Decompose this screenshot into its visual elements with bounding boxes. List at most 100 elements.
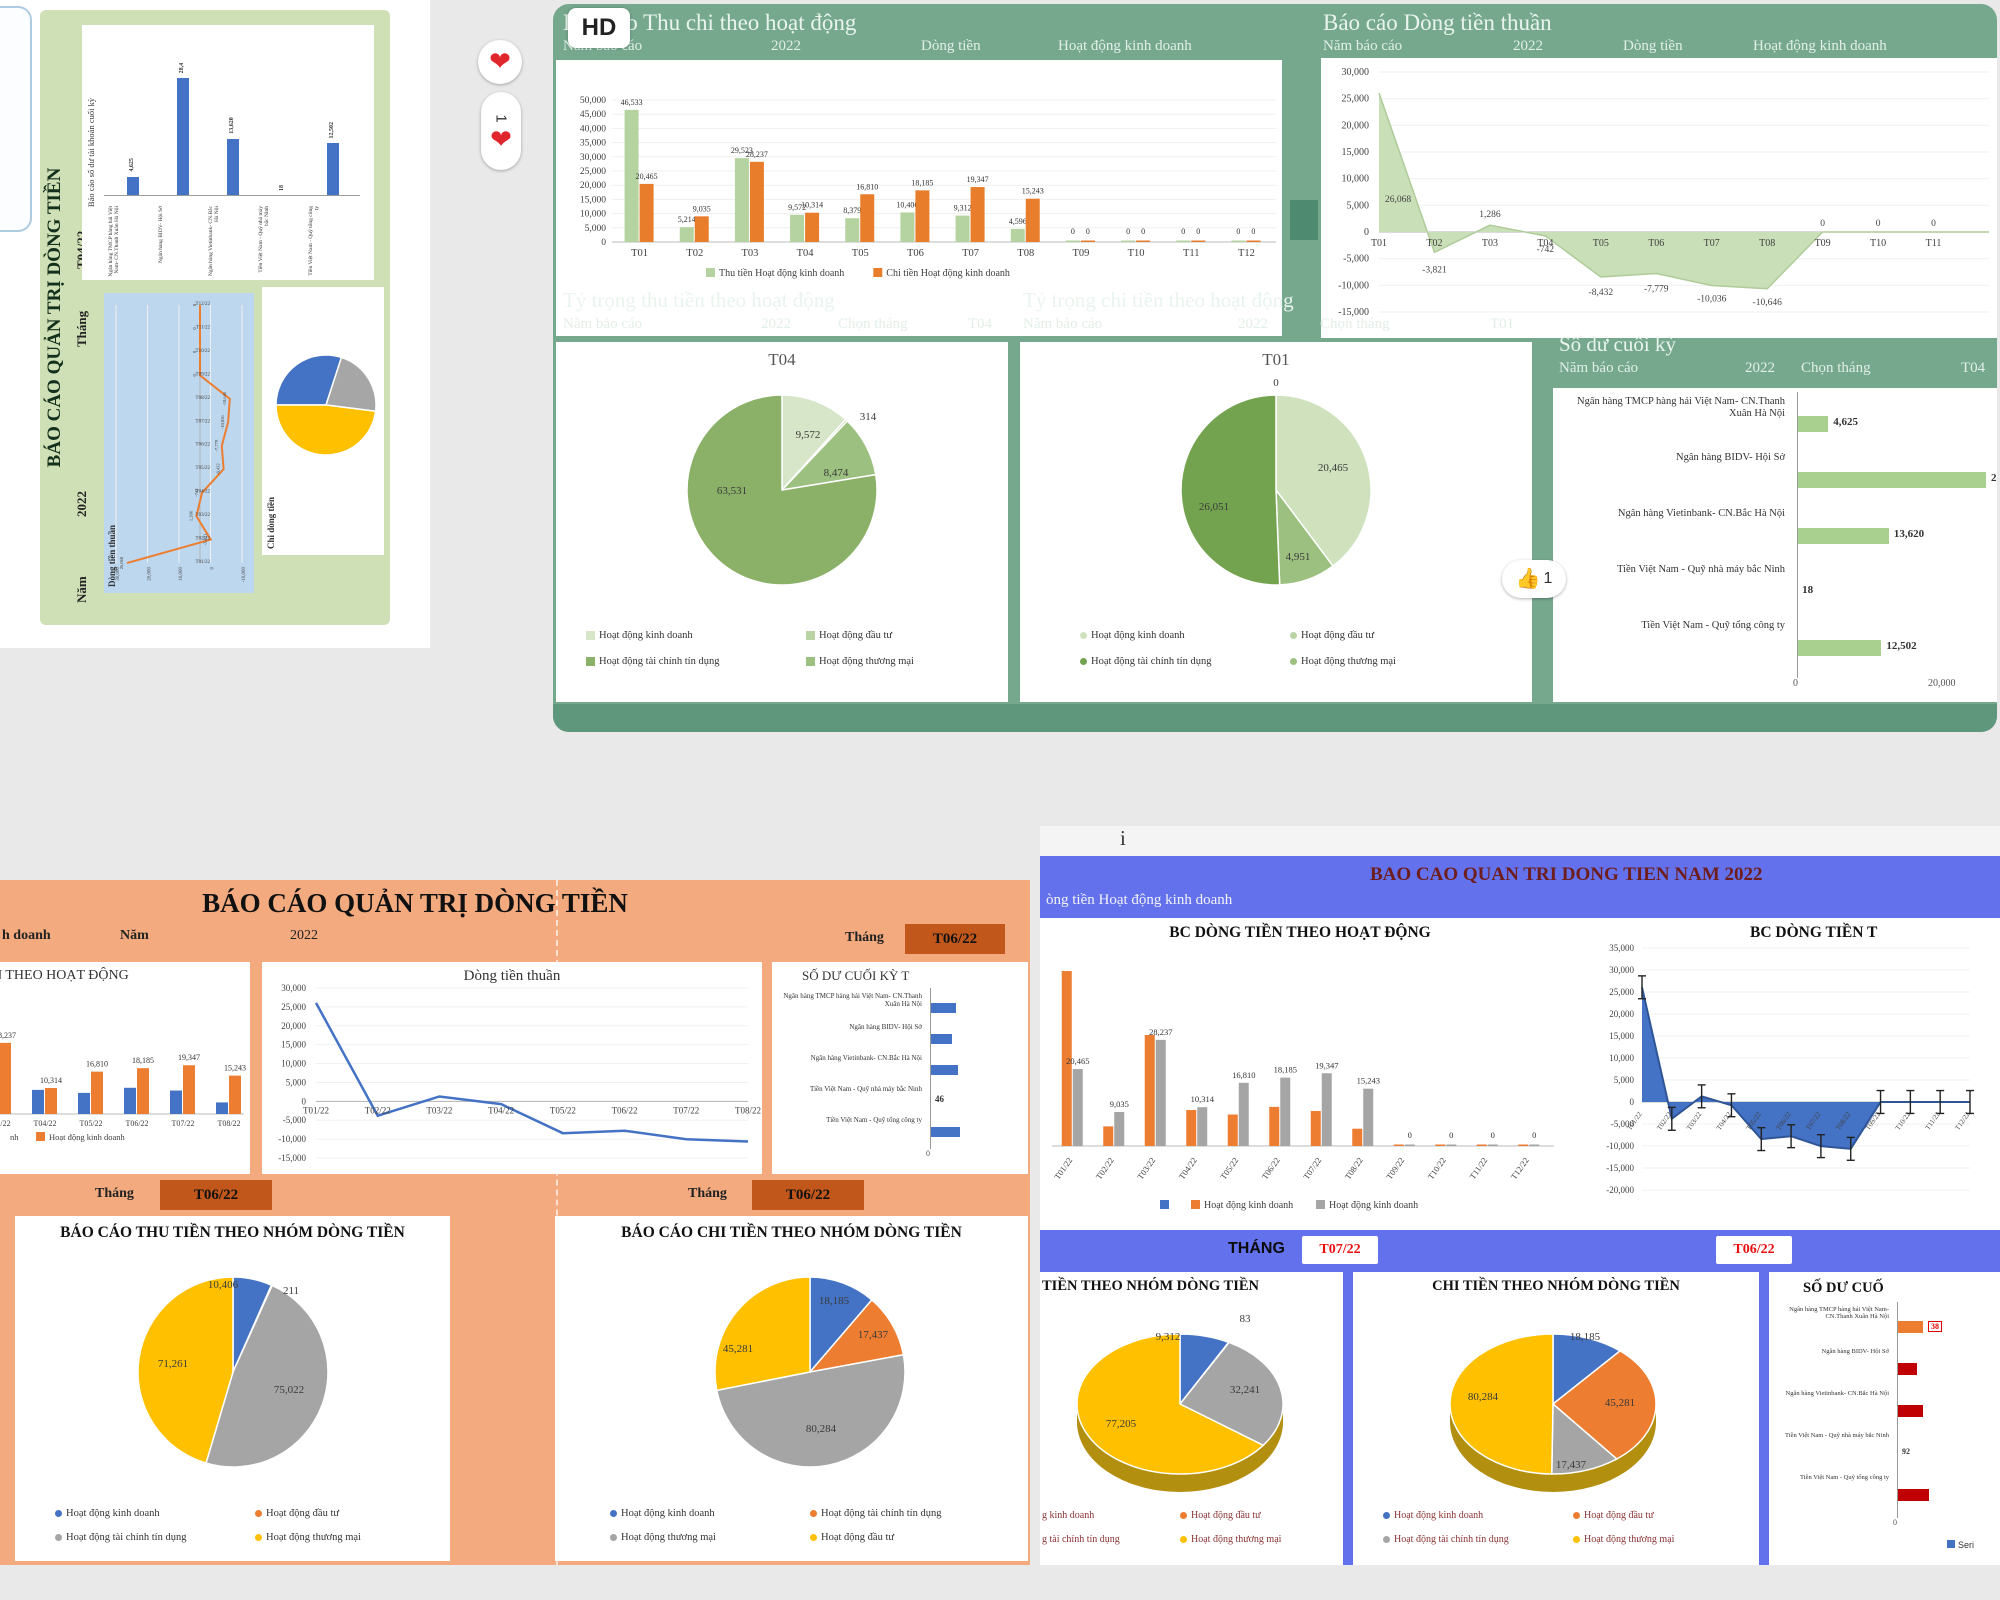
section-thu-filter-nam: Năm báo cáo [563, 316, 643, 332]
chart-label: 0 [211, 567, 216, 570]
heart-reaction-chip[interactable]: ❤ [478, 40, 522, 84]
chart-label: T07/22 [1301, 1155, 1323, 1181]
pie-slice [1180, 394, 1281, 586]
orange-chip-left[interactable]: T06/22 [160, 1180, 272, 1210]
chart-label: 32,241 [1230, 1384, 1260, 1396]
chart-label: 35,000 [1609, 943, 1634, 953]
green-left-filter-dongtien: Dòng tiền [921, 38, 981, 54]
bar [1227, 1114, 1238, 1146]
scrollbar-thumb[interactable] [1290, 200, 1318, 240]
bar-zero [1529, 1144, 1540, 1146]
chart-label: 10,000 [1342, 174, 1370, 185]
pie-slice [1178, 1341, 1284, 1447]
chart-label: T09/22 [196, 372, 211, 377]
orange-line-title: Dòng tiền thuần [463, 968, 561, 984]
chart-label: 0 [1630, 1097, 1635, 1107]
axis-tick: 0 [1893, 1518, 1897, 1527]
heart-reaction-chip-2[interactable]: 1 ❤ [481, 92, 521, 170]
legend-item: Hoạt động kinh doanh [1080, 630, 1185, 641]
hbar [327, 143, 339, 196]
chart-label: T11 [1926, 238, 1942, 249]
chart-label: 20,000 [148, 567, 153, 581]
blue-chip-t06[interactable]: T06/22 [1716, 1236, 1792, 1264]
hbar [1797, 640, 1882, 656]
legend-marker [610, 1534, 617, 1542]
chart-label: T12/22 [196, 302, 211, 307]
hbar-value: 92 [1902, 1447, 1910, 1457]
chart-label: 9,035 [1110, 1099, 1129, 1109]
chart-label: -15,000 [278, 1153, 306, 1163]
bank-name: Tiền Việt Nam - Quỹ nhà máy bắc Ninh [810, 1085, 922, 1093]
blue-chip-t07[interactable]: T07/22 [1302, 1236, 1378, 1264]
blue-area-title: BC DÒNG TIỀN T [1750, 924, 1878, 941]
chart-label: 16,810 [1232, 1070, 1255, 1080]
line-path [314, 1002, 749, 1143]
orange-nam-label: Năm [120, 928, 149, 943]
chart-label: T02/22 [365, 1105, 391, 1115]
bank-name: Ngân hàng TMCP hàng hải Việt Nam- CN.Tha… [1789, 1306, 1889, 1321]
green-left-filter-year[interactable]: 2022 [771, 38, 801, 54]
chart-label: T01/22 [1052, 1155, 1074, 1181]
blue-chi-pie-legend: Hoạt động kinh doanh Hoạt động đầu tư Hoạt… [1383, 1510, 1759, 1562]
legend-item: Hoạt động thương mại [1290, 656, 1396, 667]
section-thu-filter-year[interactable]: 2022 [761, 316, 791, 332]
rot-nam-value[interactable]: 2022 [74, 491, 89, 517]
bank-name: Ngân hàng TMCP hàng hải Việt Nam- CN.Tha… [1577, 396, 1785, 420]
bank-name: Ngân hàng TMCP hàng hải Việt Nam- CN.Tha… [783, 992, 922, 1009]
series-marker [1947, 1540, 1955, 1548]
bank-name: Ngân hàng BIDV- Hội Sở [1821, 1348, 1889, 1355]
bar-zero [1176, 240, 1191, 242]
section-sodu-filter-year[interactable]: 2022 [1745, 360, 1775, 376]
bar [1238, 1082, 1249, 1146]
blue-thu-pie-chart: 9,312 83 32,241 77,205 [1040, 1300, 1343, 1512]
green-right-filter-hd[interactable]: Hoạt động kinh doanh [1753, 38, 1887, 54]
chart-label: -3,821 [203, 534, 209, 546]
bank-name: Ngân hàng Vietinbank- CN.Bắc Hà Nội [1785, 1390, 1889, 1397]
thumbs-up-reaction-chip[interactable]: 👍 1 [1502, 560, 1566, 598]
orange-thang-chip[interactable]: T06/22 [905, 924, 1005, 954]
pie-slice [205, 1284, 329, 1468]
green-right-filter-nam: Năm báo cáo [1323, 38, 1403, 54]
green-left-filter-hd[interactable]: Hoạt động kinh doanh [1058, 38, 1192, 54]
chart-label: 18,185 [1570, 1331, 1601, 1343]
bar [137, 1068, 149, 1114]
chart-label: 1,286 [188, 510, 194, 521]
green-right-filter-year[interactable]: 2022 [1513, 38, 1543, 54]
bar [1025, 198, 1040, 242]
chart-label: 40,000 [580, 124, 606, 134]
chart-label: 10,406 [896, 200, 918, 209]
legend-item: Hoạt động kinh doanh [55, 1508, 160, 1519]
hbar [1897, 1489, 1929, 1501]
section-chi-filter-year[interactable]: 2022 [1238, 316, 1268, 332]
chart-svg: 30,000 25,000 20,000 15,000 10,000 5,000 0 -5,0… [1338, 67, 1989, 318]
chart-label: 30,000 [1609, 965, 1634, 975]
chart-label: 0 [1126, 227, 1130, 236]
orange-chip-right[interactable]: T06/22 [752, 1180, 864, 1210]
pie-t01-chart: 0 20,465 4,951 26,051 [1126, 372, 1426, 612]
chart-label: 15,243 [1022, 187, 1044, 196]
chat-bubble-edge [0, 6, 32, 232]
bank-name: Ngân hàng Vietinbank- CN.Bắc Hà Nội [810, 1054, 922, 1062]
line-path [126, 305, 231, 564]
section-sodu-filter-month[interactable]: T04 [1961, 360, 1986, 376]
section-chi-filter-month[interactable]: T01 [1490, 316, 1515, 332]
chart-label: 0 [192, 303, 197, 306]
chart-label: T08/22 [735, 1105, 761, 1115]
legend-marker [1080, 658, 1087, 666]
pie-t04-chart: 9,572 314 8,474 63,531 [632, 372, 932, 612]
chart-label: T04/22 [1715, 1110, 1733, 1132]
chart-label: 10,000 [179, 567, 184, 581]
chart-label: Thu tiền Hoạt động kinh doanh [719, 268, 844, 279]
chart-label: T01 [1371, 238, 1387, 249]
bar [915, 190, 930, 242]
chart-label: T10 [1870, 238, 1886, 249]
chart-label: -10,646 [1753, 298, 1783, 308]
chart-label: T09 [1815, 238, 1831, 249]
orange-nam-value[interactable]: 2022 [290, 928, 318, 943]
bank-name: Tiền Việt Nam - Quỹ tổng công ty [308, 206, 321, 276]
chart-label: 17,437 [858, 1329, 889, 1341]
chart-label: 0 [1931, 219, 1936, 229]
area-fill [1642, 987, 1970, 1149]
chart-label: T07/22 [196, 419, 211, 424]
section-thu-filter-month[interactable]: T04 [968, 316, 993, 332]
